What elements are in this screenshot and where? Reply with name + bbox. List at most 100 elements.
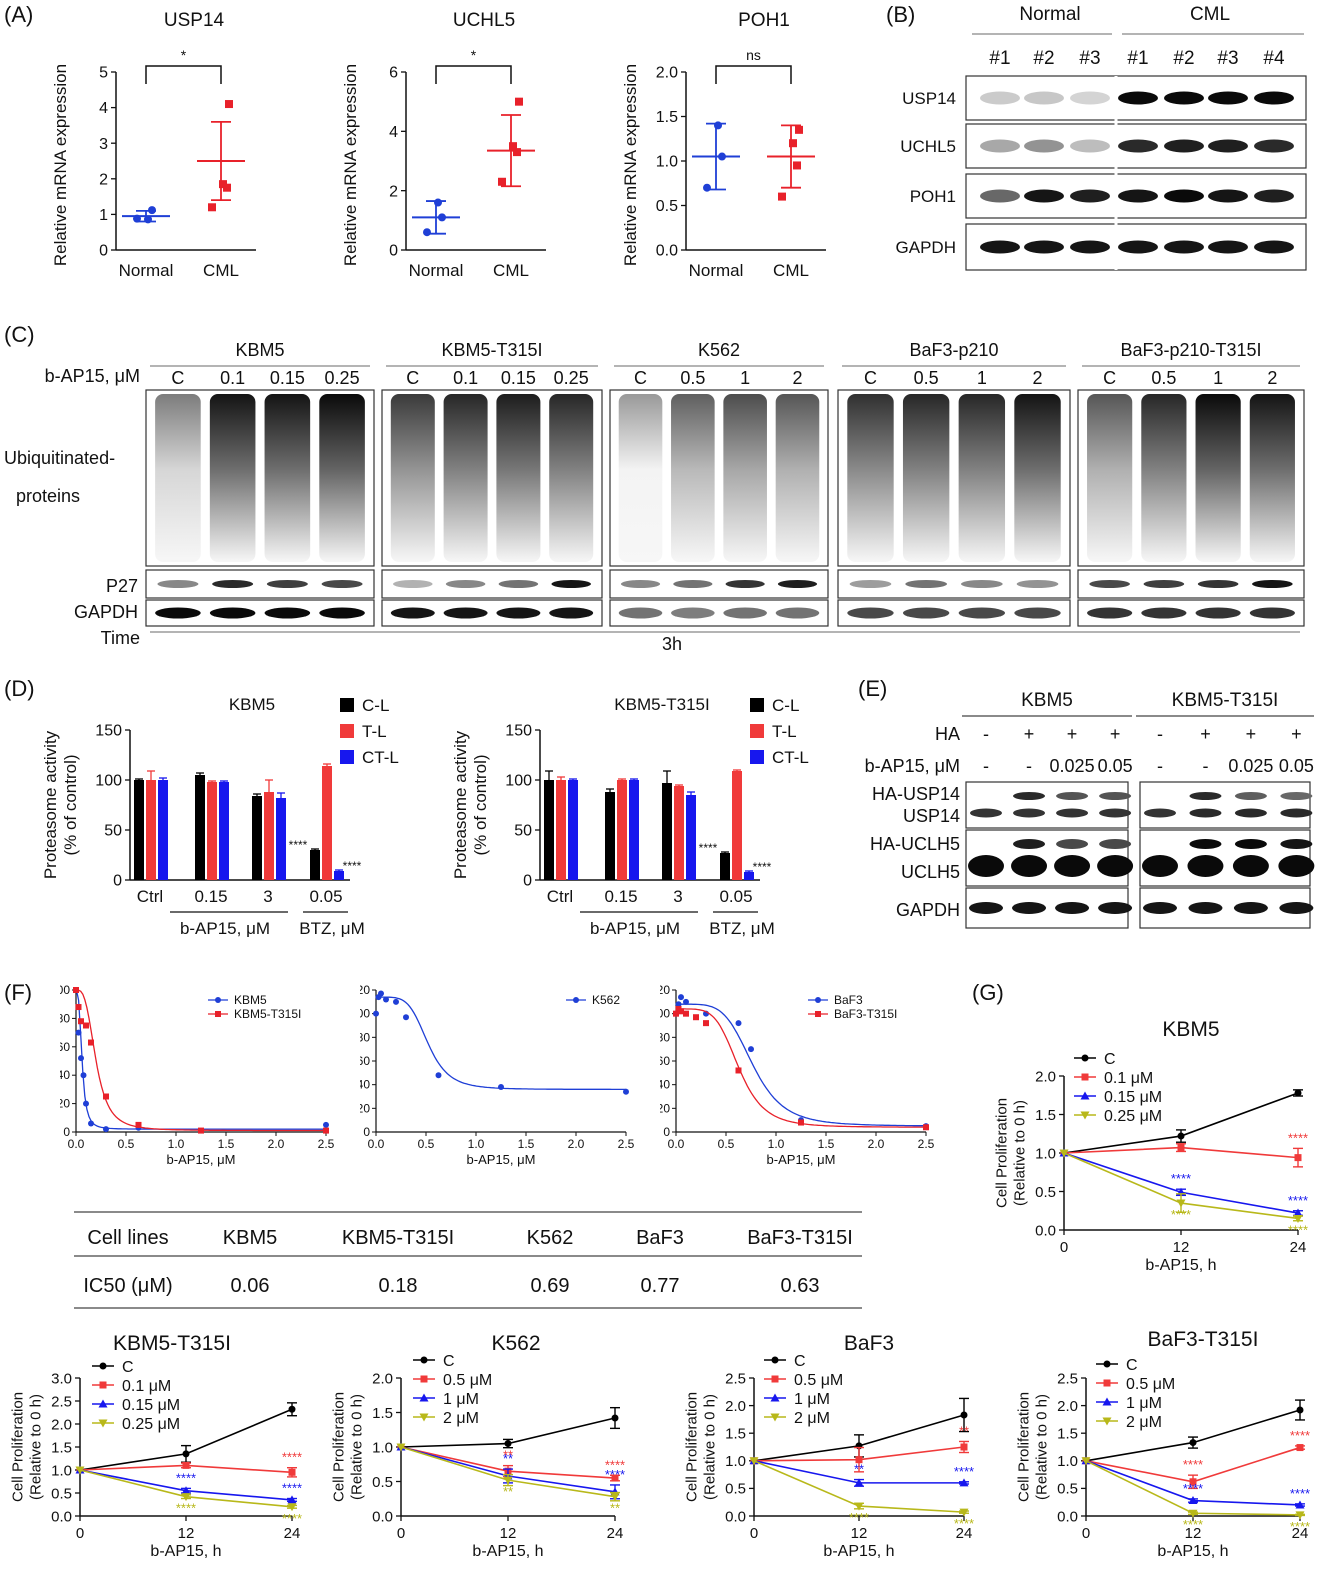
- a-y-tick-label: 0.5: [656, 198, 678, 215]
- band: [1164, 91, 1204, 105]
- significance-label: ****: [954, 1464, 974, 1479]
- lane-label: 1: [977, 368, 987, 388]
- data-point: [1294, 1154, 1302, 1162]
- ubiquitin-smear: [671, 394, 715, 562]
- lane-label: 2: [792, 368, 802, 388]
- x-tick-label: 0: [1082, 1525, 1090, 1542]
- data-point: [854, 1478, 864, 1487]
- legend-label: C: [443, 1353, 455, 1370]
- data-point: [435, 1072, 442, 1079]
- significance-label: ****: [605, 1467, 625, 1482]
- data-point: [611, 1474, 619, 1482]
- usp14-band: [1013, 808, 1046, 818]
- band: [1164, 240, 1204, 254]
- x-tick-label: 2.0: [268, 1137, 285, 1151]
- chart-f-baf3-viability: Cell Viability (% of control)02040608010…: [660, 983, 935, 1167]
- data-point: [1081, 1457, 1091, 1466]
- x-axis-label: b-AP15, h: [1145, 1257, 1216, 1274]
- chart-f-kbm5-viability: Cell Viability (% of control)02040608010…: [60, 983, 335, 1167]
- p27-band: [551, 580, 591, 588]
- data-point: [678, 1008, 684, 1015]
- gapdh-band: [969, 902, 1003, 914]
- bar: [158, 780, 168, 880]
- x-tick-label: 1.5: [818, 1137, 835, 1151]
- data-point: [323, 1121, 329, 1128]
- significance-label: ****: [176, 1470, 196, 1485]
- bar: [568, 780, 578, 880]
- x-tick-label: 24: [1290, 1239, 1307, 1256]
- x-tick-label: 2.5: [318, 1137, 335, 1151]
- data-point: [678, 994, 684, 1001]
- group-label-btz: BTZ, μM: [299, 919, 365, 938]
- significance-label: ****: [699, 841, 718, 855]
- ha-label: +: [1110, 724, 1121, 744]
- legend-label: 0.1 μM: [1104, 1070, 1153, 1087]
- p27-band: [849, 580, 892, 588]
- gapdh-band: [1195, 607, 1241, 619]
- p27-band: [905, 580, 948, 588]
- data-point: [78, 1055, 84, 1062]
- y-tick-label: 20: [360, 1101, 370, 1115]
- chart-g-kbm5: KBM5 Cell Proliferation (Relative to 0 h) 0…: [993, 1018, 1308, 1274]
- data-point: [789, 139, 797, 148]
- cell-line-label: BaF3-p210-T315I: [1120, 340, 1261, 360]
- y-axis-label-group: Cell Proliferation (Relative to 0 h): [1015, 1392, 1050, 1502]
- bar: [720, 853, 730, 880]
- significance-label: ****: [176, 1501, 196, 1516]
- y-tick-label: 40: [360, 1078, 370, 1092]
- ubiquitin-smear: [496, 394, 541, 562]
- data-point: [1177, 1132, 1185, 1140]
- bar: [322, 766, 332, 880]
- time-label: 3h: [662, 634, 682, 654]
- lane-label: #1: [1127, 48, 1148, 69]
- g-y-tick-label: 2.0: [372, 1370, 393, 1387]
- bar: [744, 872, 754, 880]
- data-point: [83, 1022, 89, 1029]
- gapdh-band: [496, 607, 541, 619]
- gapdh-band: [319, 607, 365, 619]
- y-tick-label: 0: [63, 1125, 70, 1139]
- chart-title: KBM5: [1162, 1018, 1219, 1041]
- data-point: [793, 161, 801, 170]
- bar: [146, 780, 156, 880]
- legend-marker: [215, 997, 221, 1003]
- significance-label: ****: [1171, 1207, 1191, 1222]
- table-header-cell: Cell lines: [87, 1227, 168, 1249]
- ubiquitin-smear: [1249, 394, 1295, 562]
- legend-marker: [420, 1375, 428, 1383]
- data-point: [396, 1443, 406, 1452]
- chart-title: KBM5: [229, 695, 275, 714]
- bap-label: -: [1026, 756, 1032, 776]
- significance-label: **: [503, 1451, 513, 1466]
- g-y-tick-label: 1.0: [1057, 1453, 1078, 1470]
- usp14-band: [1234, 808, 1267, 818]
- usp14-band: [970, 808, 1002, 818]
- gapdh-band: [443, 607, 488, 619]
- y-tick-label: 80: [660, 1030, 670, 1044]
- ubiquitin-smear: [1014, 394, 1061, 562]
- y-tick-label: 40: [60, 1068, 70, 1082]
- x-tick-label: 24: [284, 1525, 301, 1542]
- x-tick-label: 0.5: [118, 1137, 135, 1151]
- significance-label: ****: [1171, 1171, 1191, 1186]
- data-point: [854, 1502, 864, 1511]
- lane-label: 0.1: [220, 368, 245, 388]
- bap-label: -: [983, 756, 989, 776]
- band: [1118, 139, 1158, 153]
- y-tick-label: 100: [660, 1007, 670, 1021]
- significance-label: ****: [1288, 1222, 1308, 1237]
- gapdh-band: [264, 607, 311, 619]
- bap-label: -: [1202, 756, 1208, 776]
- row-label-ha: HA: [935, 724, 960, 744]
- legend-label: BaF3: [834, 993, 863, 1007]
- significance-label: *: [471, 47, 477, 63]
- chart-d-kbm5: KBM5 Proteasome activity (% of control) 0 50…: [41, 695, 399, 938]
- significance-label: ****: [1290, 1519, 1310, 1534]
- g-y-tick-label: 3.0: [51, 1370, 72, 1387]
- significance-label: **: [610, 1501, 620, 1516]
- chart-title: POH1: [738, 10, 790, 31]
- x-tick-label: 0: [76, 1525, 84, 1542]
- bar: [219, 782, 229, 880]
- band: [980, 139, 1020, 153]
- x-axis-label: b-AP15, h: [1157, 1543, 1228, 1560]
